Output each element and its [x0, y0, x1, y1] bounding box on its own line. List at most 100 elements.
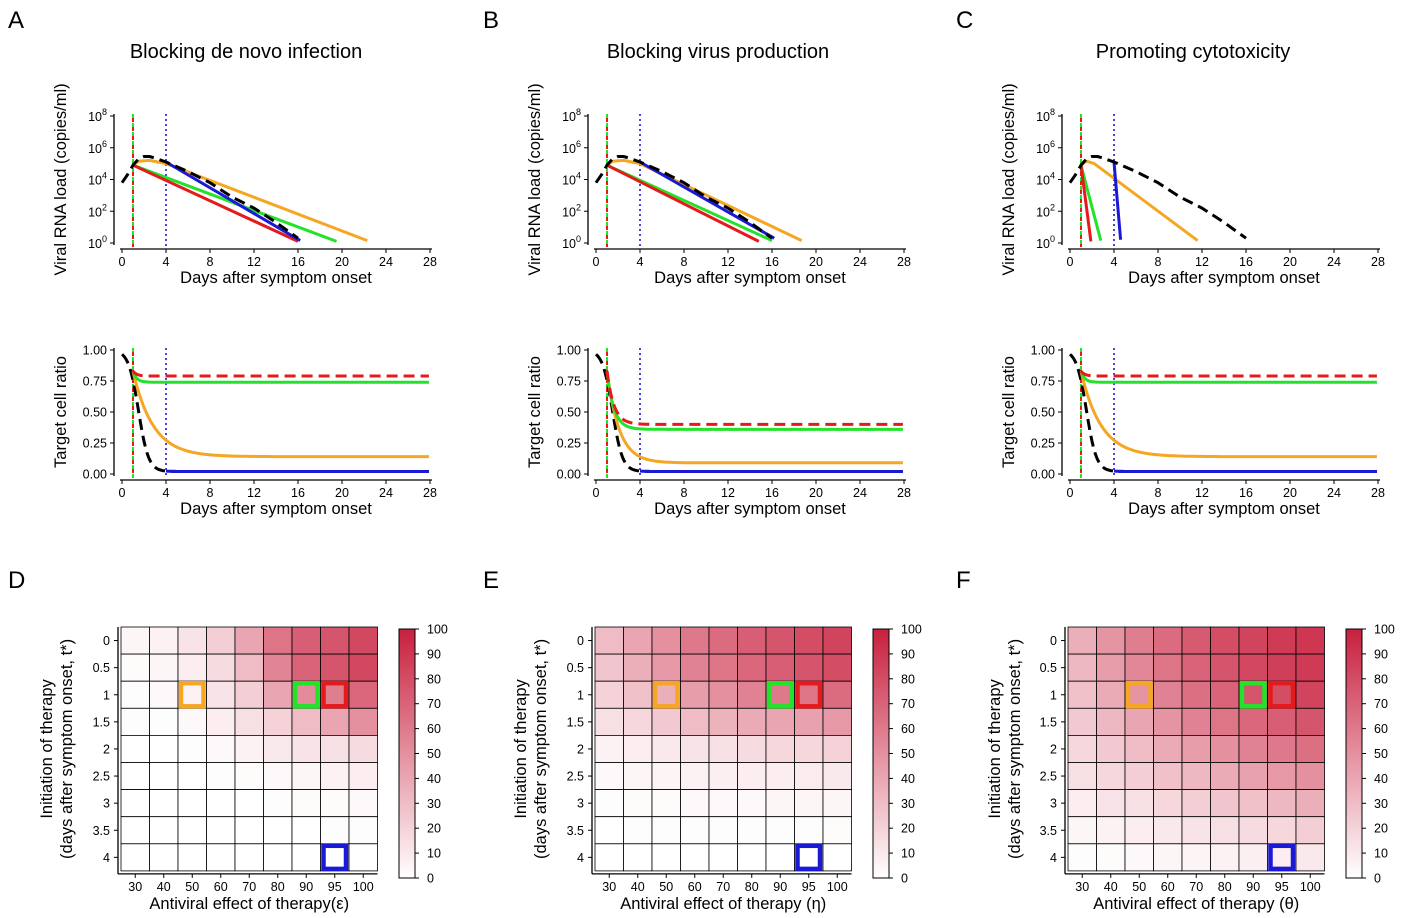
- heatmap-cell: [177, 626, 207, 655]
- heatmap-cell: [594, 653, 624, 682]
- heatmap-cell: [1295, 789, 1325, 818]
- x-tick-label: 8: [681, 255, 688, 269]
- heatmap-cell: [348, 762, 378, 791]
- heatmap-cell: [1067, 707, 1097, 736]
- heatmap-cell: [1067, 789, 1097, 818]
- heatmap-cell: [680, 707, 710, 736]
- x-tick-label: 28: [897, 486, 911, 500]
- heatmap-cell: [177, 707, 207, 736]
- colorbar-tick-label: 60: [1374, 722, 1388, 736]
- x-tick-label: 16: [291, 486, 305, 500]
- heatmap-cell: [623, 707, 653, 736]
- heatmap-cell: [623, 735, 653, 763]
- x-tick-label: 16: [1239, 486, 1253, 500]
- y-tick-label: 0.75: [557, 375, 581, 389]
- colorbar-tick-label: 40: [1374, 772, 1388, 786]
- heatmap-cell: [348, 653, 378, 682]
- heatmap-cell: [623, 653, 653, 682]
- heatmap-cell: [1238, 843, 1268, 872]
- highlight-box-green: [1239, 680, 1267, 709]
- x-tick-label: 100: [353, 880, 374, 894]
- x-tick-label: 80: [1218, 880, 1232, 894]
- heatmap-cell: [1295, 680, 1325, 709]
- y-tick-label: 3: [577, 797, 584, 811]
- heatmap-cell: [737, 816, 767, 845]
- heatmap-cell: [737, 789, 767, 818]
- x-tick-label: 8: [681, 486, 688, 500]
- heatmap-cell: [206, 816, 236, 845]
- line-chart-b-target-cells: 0 4 8 12 16 20 24 28 0.00 0.25 0.50 0.75 1.00 Days af…: [526, 344, 911, 519]
- x-tick-label: 30: [602, 880, 616, 894]
- x-tick-label: 8: [1155, 255, 1162, 269]
- colorbar-tick-label: 20: [901, 822, 915, 836]
- panel-label-a: A: [8, 7, 24, 34]
- colorbar-tick-label: 70: [427, 697, 441, 711]
- colorbar: [872, 628, 890, 879]
- heatmap-cell: [1124, 735, 1154, 763]
- heatmap-cell: [120, 816, 150, 845]
- x-tick-label: 70: [242, 880, 256, 894]
- heatmap-cell: [234, 816, 264, 845]
- x-tick-label: 24: [379, 255, 393, 269]
- x-tick-label: 30: [128, 880, 142, 894]
- x-tick-label: 80: [745, 880, 759, 894]
- heatmap-cell: [1267, 789, 1297, 818]
- heatmap-cell: [177, 816, 207, 845]
- x-tick-label: 60: [214, 880, 228, 894]
- x-tick-label: 24: [853, 255, 867, 269]
- y-axis-label: Target cell ratio: [526, 356, 544, 468]
- heatmap-cell: [348, 707, 378, 736]
- x-tick-label: 16: [765, 255, 779, 269]
- heatmap-cell: [1153, 680, 1183, 709]
- colorbar-tick-label: 20: [1374, 822, 1388, 836]
- heatmap-cell: [822, 789, 852, 818]
- y-tick-label: 100: [88, 234, 107, 251]
- x-tick-label: 80: [271, 880, 285, 894]
- x-tick-label: 100: [1300, 880, 1321, 894]
- colorbar-tick-label: 100: [1374, 623, 1395, 637]
- colorbar-tick-label: 50: [1374, 747, 1388, 761]
- heatmap-cell: [1295, 816, 1325, 845]
- colorbar-tick-label: 40: [901, 772, 915, 786]
- heatmap-cell: [234, 735, 264, 763]
- heatmap-cell: [206, 653, 236, 682]
- x-tick-label: 24: [1327, 486, 1341, 500]
- heatmap-cell: [177, 653, 207, 682]
- x-axis-label: Days after symptom onset: [654, 269, 846, 287]
- heatmap-cell: [794, 762, 824, 791]
- x-tick-label: 20: [809, 486, 823, 500]
- heatmap-cell: [651, 843, 681, 872]
- heatmap-cell: [320, 762, 350, 791]
- colorbar: [398, 628, 416, 879]
- heatmap-cell: [177, 735, 207, 763]
- heatmap-cell: [1124, 626, 1154, 655]
- heatmap-cell: [737, 735, 767, 763]
- heatmap-cell: [291, 843, 321, 872]
- heatmap-cell: [234, 653, 264, 682]
- y-tick-label: 102: [562, 202, 581, 219]
- heatmap-cell: [1096, 843, 1126, 872]
- line-chart-c-viral-load: 0 4 8 12 16 20 24 28 100 102 104 106 108 Days after s…: [1000, 83, 1385, 287]
- heatmap-cell: [263, 626, 293, 655]
- x-tick-label: 28: [423, 255, 437, 269]
- x-tick-label: 0: [593, 255, 600, 269]
- heatmap-cell: [822, 707, 852, 736]
- y-axis-label: Target cell ratio: [1000, 356, 1018, 468]
- x-tick-label: 0: [593, 486, 600, 500]
- x-tick-label: 50: [185, 880, 199, 894]
- series-line-orange: [1079, 370, 1378, 459]
- heatmap-cell: [320, 735, 350, 763]
- heatmap-cell: [765, 707, 795, 736]
- colorbar-tick-label: 70: [1374, 697, 1388, 711]
- colorbar-tick-label: 40: [427, 772, 441, 786]
- heatmap-cell: [149, 762, 179, 791]
- y-tick-label: 1: [577, 688, 584, 702]
- x-tick-label: 30: [1075, 880, 1089, 894]
- x-tick-label: 95: [328, 880, 342, 894]
- heatmap-cell: [1067, 735, 1097, 763]
- heatmap-cell: [651, 762, 681, 791]
- colorbar-tick-label: 50: [901, 747, 915, 761]
- x-tick-label: 12: [721, 486, 735, 500]
- x-tick-label: 50: [659, 880, 673, 894]
- heatmap-cell: [594, 735, 624, 763]
